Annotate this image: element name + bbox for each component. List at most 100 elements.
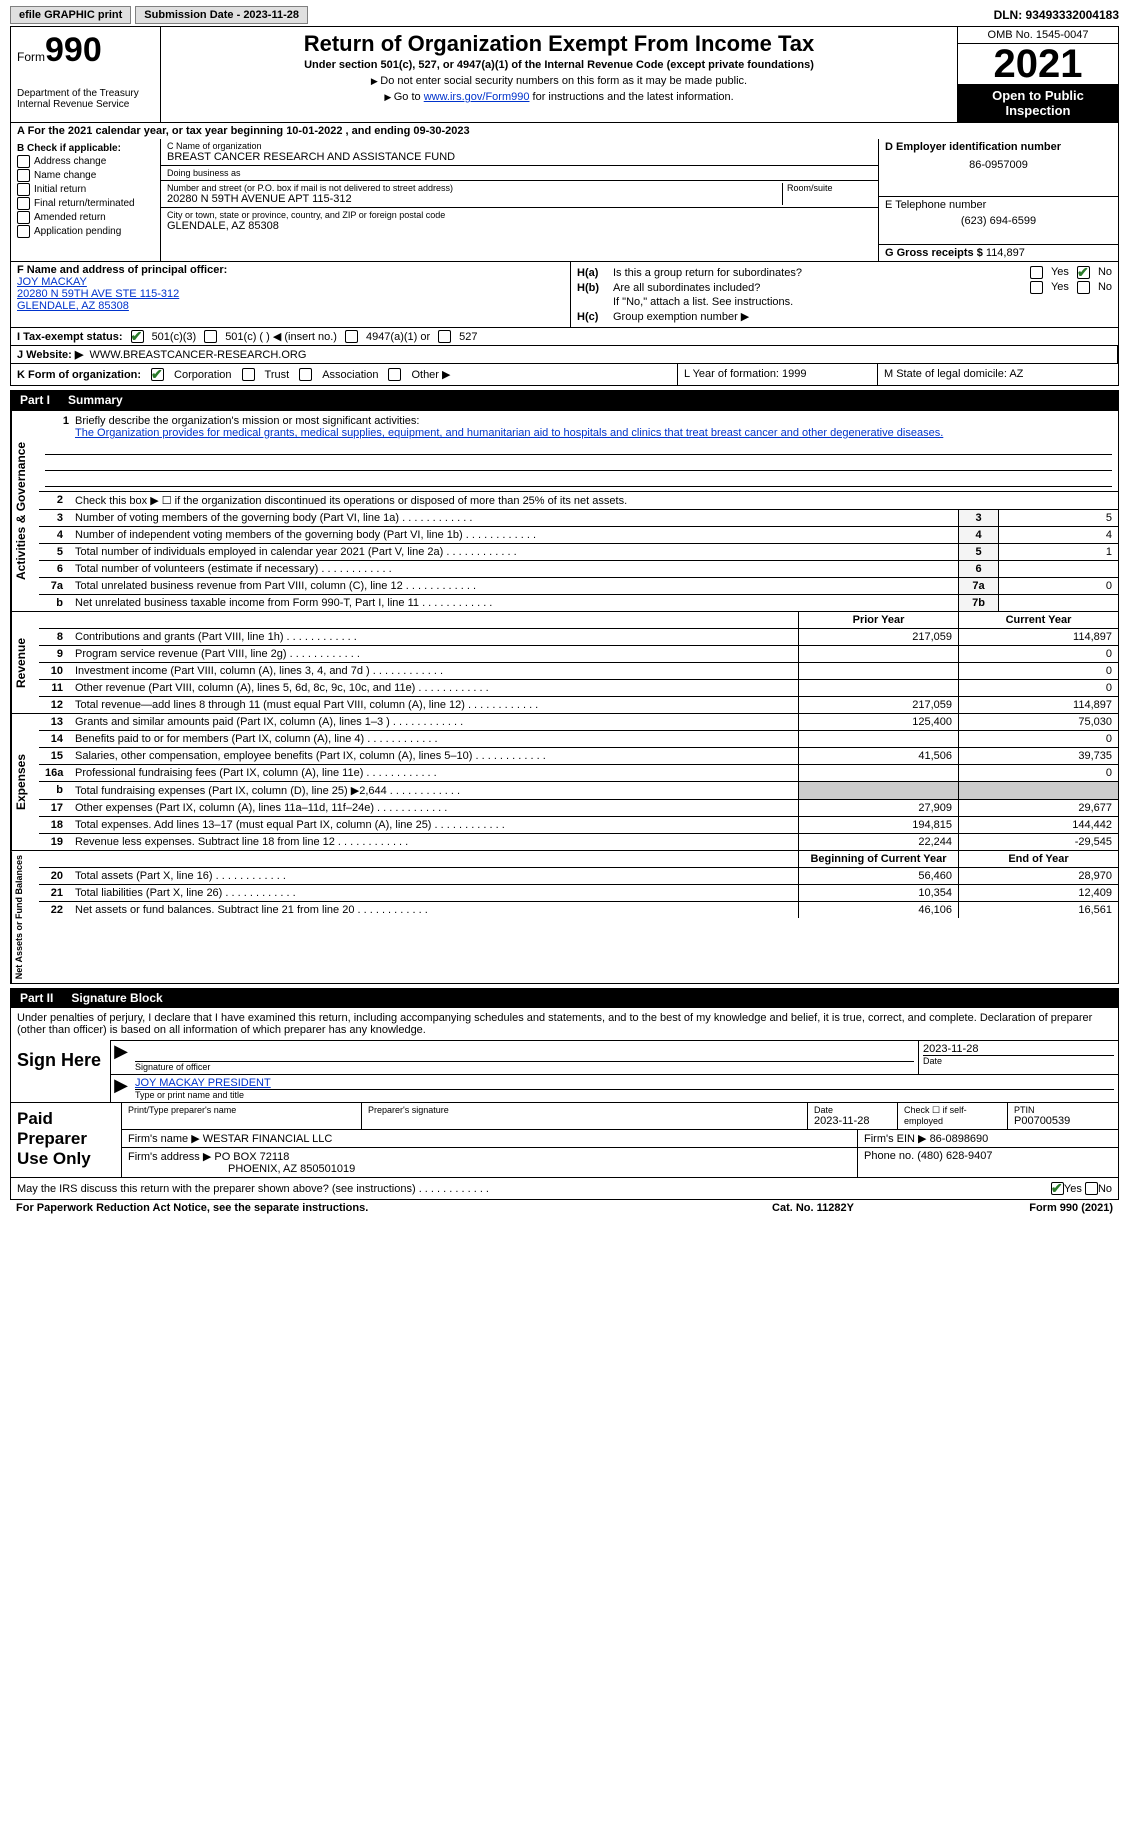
hb-yes[interactable] (1030, 281, 1043, 294)
col-b-label: B Check if applicable: (17, 143, 154, 154)
firm-ein-label: Firm's EIN ▶ (864, 1133, 927, 1145)
col-b-checkboxes: B Check if applicable: Address change Na… (11, 139, 161, 261)
chk-assoc[interactable] (299, 368, 312, 381)
top-toolbar: efile GRAPHIC print Submission Date - 20… (10, 6, 1119, 24)
hb-text: Are all subordinates included? (613, 282, 1030, 294)
part-1-header: Part ISummary (10, 390, 1119, 410)
irs-link[interactable]: www.irs.gov/Form990 (424, 91, 530, 103)
chk-amended-return[interactable] (17, 211, 30, 224)
hc-label: H(c) (577, 311, 613, 323)
prep-date: 2023-11-28 (814, 1115, 891, 1127)
firm-addr1: PO BOX 72118 (214, 1151, 289, 1163)
chk-4947[interactable] (345, 330, 358, 343)
sig-date-label: Date (923, 1055, 1114, 1066)
org-name: BREAST CANCER RESEARCH AND ASSISTANCE FU… (167, 151, 872, 163)
tab-activities: Activities & Governance (11, 411, 39, 611)
tel-label: E Telephone number (885, 199, 1112, 211)
firm-name: WESTAR FINANCIAL LLC (203, 1133, 333, 1145)
part-2-header: Part IISignature Block (10, 988, 1119, 1008)
sig-arrow-icon: ▶ (111, 1041, 131, 1074)
line2-text: Check this box ▶ ☐ if the organization d… (69, 492, 1118, 509)
ha-text: Is this a group return for subordinates? (613, 267, 1030, 279)
form-footer: Form 990 (2021) (913, 1202, 1113, 1214)
form-note-2-post: for instructions and the latest informat… (529, 91, 733, 103)
form-label: Form (17, 50, 45, 64)
sig-officer-label: Signature of officer (135, 1061, 914, 1072)
ein-label: D Employer identification number (885, 141, 1112, 153)
ptin-label: PTIN (1014, 1105, 1112, 1115)
sig-date: 2023-11-28 (923, 1043, 1114, 1055)
hb-label: H(b) (577, 282, 613, 294)
chk-name-change[interactable] (17, 169, 30, 182)
tab-net-assets: Net Assets or Fund Balances (11, 851, 39, 983)
hb-no[interactable] (1077, 281, 1090, 294)
hdr-current-year: Current Year (958, 612, 1118, 628)
gross-label: G Gross receipts $ (885, 247, 983, 259)
chk-other[interactable] (388, 368, 401, 381)
officer-addr1: 20280 N 59TH AVE STE 115-312 (17, 288, 564, 300)
ha-label: H(a) (577, 267, 613, 279)
ein-value: 86-0957009 (885, 159, 1112, 171)
dept-label: Department of the Treasury Internal Reve… (17, 88, 154, 110)
chk-final-return[interactable] (17, 197, 30, 210)
firm-addr-label: Firm's address ▶ (128, 1151, 211, 1163)
hdr-prior-year: Prior Year (798, 612, 958, 628)
officer-label: F Name and address of principal officer: (17, 264, 227, 276)
addr-label: Number and street (or P.O. box if mail i… (167, 183, 782, 193)
form-note-2-pre: Go to (384, 91, 423, 103)
city-label: City or town, state or province, country… (167, 210, 872, 220)
tab-revenue: Revenue (11, 612, 39, 713)
form-org-label: K Form of organization: (17, 369, 141, 381)
hdr-end: End of Year (958, 851, 1118, 867)
officer-name: JOY MACKAY (17, 276, 564, 288)
officer-addr2: GLENDALE, AZ 85308 (17, 300, 564, 312)
chk-trust[interactable] (242, 368, 255, 381)
chk-501c3[interactable] (131, 330, 144, 343)
perjury-declaration: Under penalties of perjury, I declare th… (11, 1008, 1118, 1040)
chk-501c[interactable] (204, 330, 217, 343)
firm-phone: (480) 628-9407 (917, 1150, 992, 1162)
dln-label: DLN: 93493332004183 (994, 8, 1119, 22)
officer-name-title: JOY MACKAY PRESIDENT (135, 1077, 1114, 1089)
hb-note: If "No," attach a list. See instructions… (577, 296, 1112, 308)
firm-addr2: PHOENIX, AZ 850501019 (128, 1163, 355, 1175)
gross-value: 114,897 (986, 247, 1025, 259)
addr-value: 20280 N 59TH AVENUE APT 115-312 (167, 193, 782, 205)
state-domicile: M State of legal domicile: AZ (878, 364, 1118, 385)
paid-preparer-label: Paid Preparer Use Only (11, 1103, 121, 1177)
line1-label: Briefly describe the organization's miss… (75, 415, 419, 427)
irs-discuss-no[interactable] (1085, 1182, 1098, 1195)
room-label: Room/suite (787, 183, 872, 193)
tel-value: (623) 694-6599 (885, 215, 1112, 227)
ha-yes[interactable] (1030, 266, 1043, 279)
paperwork-notice: For Paperwork Reduction Act Notice, see … (16, 1202, 713, 1214)
chk-corp[interactable] (151, 368, 164, 381)
prep-self-employed: Check ☐ if self-employed (898, 1103, 1008, 1129)
cat-no: Cat. No. 11282Y (713, 1202, 913, 1214)
form-header: Form990 Department of the Treasury Inter… (10, 26, 1119, 123)
form-subtitle: Under section 501(c), 527, or 4947(a)(1)… (167, 59, 951, 71)
row-a-tax-year: A For the 2021 calendar year, or tax yea… (10, 123, 1119, 139)
chk-address-change[interactable] (17, 155, 30, 168)
chk-initial-return[interactable] (17, 183, 30, 196)
form-number: 990 (45, 31, 102, 69)
irs-discuss-yes[interactable] (1051, 1182, 1064, 1195)
website-label: J Website: ▶ (17, 349, 83, 361)
line1-text: The Organization provides for medical gr… (75, 427, 943, 439)
efile-print-button[interactable]: efile GRAPHIC print (10, 6, 131, 24)
submission-date-button[interactable]: Submission Date - 2023-11-28 (135, 6, 308, 24)
prep-sig-label: Preparer's signature (368, 1105, 801, 1115)
hdr-beginning: Beginning of Current Year (798, 851, 958, 867)
year-formation: L Year of formation: 1999 (678, 364, 878, 385)
firm-name-label: Firm's name ▶ (128, 1133, 200, 1145)
tax-year: 2021 (958, 44, 1118, 84)
ptin-value: P00700539 (1014, 1115, 1112, 1127)
prep-name-label: Print/Type preparer's name (128, 1105, 355, 1115)
ha-no[interactable] (1077, 266, 1090, 279)
website-value: WWW.BREASTCANCER-RESEARCH.ORG (89, 349, 306, 361)
chk-527[interactable] (438, 330, 451, 343)
chk-application-pending[interactable] (17, 225, 30, 238)
org-name-label: C Name of organization (167, 141, 872, 151)
firm-phone-label: Phone no. (864, 1150, 914, 1162)
name-title-label: Type or print name and title (135, 1089, 1114, 1100)
